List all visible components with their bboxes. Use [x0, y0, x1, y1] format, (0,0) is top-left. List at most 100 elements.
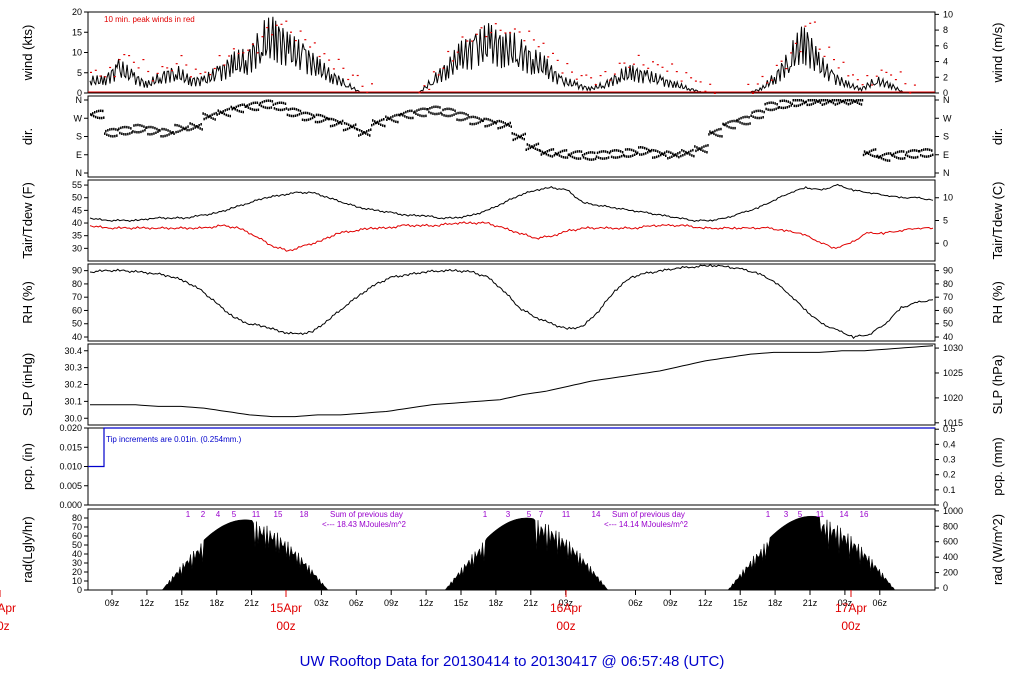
direction-point [568, 153, 571, 156]
peak-wind-mark [137, 67, 140, 69]
direction-point [630, 148, 633, 152]
direction-point [503, 125, 505, 128]
direction-point [786, 106, 788, 109]
direction-point [623, 154, 626, 158]
direction-point [574, 150, 577, 154]
y-axis-label-right: pcp. (mm) [990, 437, 1005, 496]
direction-point [906, 154, 909, 158]
direction-point [395, 120, 397, 123]
direction-point [529, 146, 532, 150]
y-tick-label-right: 10 [943, 9, 953, 19]
direction-point [466, 117, 468, 120]
direction-point [563, 149, 566, 152]
direction-point [389, 117, 391, 121]
direction-point [369, 134, 371, 137]
direction-point [508, 124, 510, 127]
direction-point [658, 154, 660, 158]
direction-point [158, 128, 160, 132]
direction-point [805, 100, 807, 104]
direction-point [93, 114, 95, 118]
y-tick-label: 10 [72, 48, 82, 58]
direction-point [909, 149, 912, 153]
direction-point [302, 111, 305, 115]
peak-wind-mark [652, 61, 654, 63]
direction-point [271, 100, 274, 103]
y-tick-label-right: 0.2 [943, 470, 956, 480]
y-tick-label-right: 1030 [943, 343, 963, 353]
direction-point [118, 127, 120, 130]
x-tick-label: 09z [663, 598, 678, 608]
direction-point [698, 147, 700, 150]
direction-point [633, 153, 636, 156]
direction-point [98, 109, 100, 113]
rh-series [89, 263, 934, 339]
direction-point [297, 108, 300, 112]
direction-point [175, 130, 177, 134]
direction-point [116, 134, 118, 137]
direction-point [678, 155, 680, 159]
y-axis-label: rad(Lgly/hr) [20, 516, 35, 582]
direction-point [544, 151, 547, 154]
direction-point [336, 120, 339, 123]
peak-wind-mark [456, 51, 459, 53]
direction-point [683, 149, 685, 153]
direction-point [695, 149, 697, 153]
direction-point [700, 148, 702, 151]
x-tick-label: 12z [698, 598, 713, 608]
direction-point [204, 113, 206, 116]
direction-point [539, 149, 542, 153]
direction-point [109, 128, 111, 131]
peak-wind-mark [523, 40, 526, 42]
direction-point [405, 110, 407, 114]
direction-point [215, 111, 217, 115]
y-axis-label: Tair/Tdew (F) [20, 182, 35, 259]
direction-point [189, 122, 191, 125]
direction-point [590, 158, 593, 161]
direction-point [523, 137, 525, 141]
direction-point [330, 117, 333, 121]
peak-wind-mark [880, 69, 883, 71]
peak-wind-mark [494, 23, 497, 25]
direction-point [667, 157, 669, 160]
direction-point [808, 103, 811, 107]
direction-point [469, 122, 471, 126]
direction-point [213, 112, 215, 116]
peak-wind-mark [280, 23, 283, 25]
direction-point [335, 123, 338, 126]
y-tick-label: 45 [72, 205, 82, 215]
direction-point [233, 106, 235, 110]
direction-point [261, 100, 264, 104]
direction-point [157, 130, 159, 133]
direction-point [156, 127, 158, 131]
direction-point [338, 121, 341, 124]
direction-point [688, 150, 690, 154]
y-tick-label: 30.4 [64, 346, 82, 356]
hour-mark: 18 [300, 510, 309, 519]
direction-point [789, 101, 791, 104]
direction-point [455, 112, 457, 115]
panel-slp: SLP (inHg) SLP (hPa) 30.0 30.1 30.2 30.3 30.4 1… [20, 343, 1005, 428]
direction-point [294, 114, 297, 117]
direction-point [795, 104, 797, 108]
direction-point [552, 148, 555, 151]
peak-wind-mark [347, 78, 350, 81]
direction-point [857, 99, 860, 102]
direction-point [217, 109, 219, 112]
direction-point [598, 150, 601, 154]
direction-point [556, 153, 559, 156]
direction-point [829, 99, 832, 103]
direction-point [638, 146, 640, 149]
direction-point [168, 133, 170, 136]
direction-point [161, 127, 163, 131]
direction-point [542, 152, 545, 155]
peak-wind-mark [128, 55, 131, 57]
peak-wind-mark [309, 46, 312, 48]
direction-point [378, 122, 380, 125]
direction-point [753, 110, 755, 113]
direction-point [374, 120, 376, 123]
direction-point [510, 125, 512, 128]
hour-mark: 5 [798, 510, 803, 519]
y-axis-label: pcp. (in) [20, 443, 35, 490]
x-tick-label: 12z [419, 598, 434, 608]
direction-point [689, 153, 691, 156]
